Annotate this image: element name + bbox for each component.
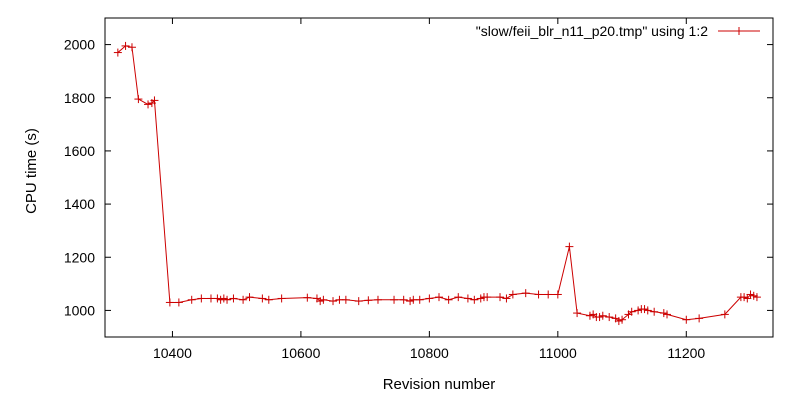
data-point	[640, 305, 649, 314]
data-point	[373, 295, 382, 304]
y-tick-label: 1800	[64, 90, 95, 106]
data-point	[752, 293, 761, 302]
data-point	[746, 290, 755, 299]
data-point	[197, 294, 206, 303]
data-point	[598, 311, 607, 320]
legend-entry-label: "slow/feii_blr_n11_p20.tmp" using 1:2	[476, 23, 708, 39]
data-point	[508, 290, 517, 299]
data-point	[127, 43, 136, 52]
data-point	[595, 313, 604, 322]
x-tick-label: 10600	[281, 345, 320, 361]
data-point	[585, 311, 594, 320]
data-point	[695, 314, 704, 323]
data-point	[390, 295, 399, 304]
data-point	[743, 294, 752, 303]
data-point	[470, 295, 479, 304]
y-axis-ticks: 1000 1200 1400 1600 1800 2000	[64, 37, 773, 318]
plot-frame	[104, 17, 774, 338]
data-point	[174, 298, 183, 307]
data-point	[329, 297, 338, 306]
data-point	[496, 293, 505, 302]
data-point	[187, 295, 196, 304]
data-point	[740, 293, 749, 302]
data-point	[618, 315, 627, 324]
data-point	[319, 295, 328, 304]
data-point	[565, 242, 574, 251]
data-point	[663, 310, 672, 319]
data-point	[150, 96, 159, 105]
data-point	[463, 294, 472, 303]
x-axis-ticks: 10400 10600 10800 11000 11200	[153, 18, 705, 361]
data-point	[749, 291, 758, 300]
data-point	[303, 293, 312, 302]
x-tick-label: 11000	[539, 345, 577, 361]
data-point	[720, 310, 729, 319]
data-point	[634, 306, 643, 315]
series-line	[117, 45, 758, 322]
y-tick-label: 1600	[64, 143, 95, 159]
data-point	[219, 294, 228, 303]
data-point	[229, 294, 238, 303]
data-point	[316, 297, 325, 306]
data-point	[144, 100, 153, 109]
data-point	[245, 293, 254, 302]
y-tick-label: 2000	[64, 37, 95, 53]
data-point	[682, 315, 691, 324]
series-layer	[113, 41, 761, 326]
data-point	[399, 295, 408, 304]
data-point	[534, 290, 543, 299]
data-point	[364, 296, 373, 305]
data-point	[650, 307, 659, 316]
y-tick-label: 1200	[64, 249, 95, 265]
data-point	[165, 298, 174, 307]
data-point	[553, 290, 562, 299]
x-tick-label: 10800	[410, 345, 449, 361]
data-point	[134, 95, 143, 104]
y-tick-label: 1400	[64, 196, 95, 212]
data-point	[605, 313, 614, 322]
data-point	[415, 295, 424, 304]
data-point	[444, 295, 453, 304]
data-point	[627, 307, 636, 316]
data-point	[341, 295, 350, 304]
data-point	[614, 317, 623, 326]
data-point	[521, 289, 530, 298]
legend: "slow/feii_blr_n11_p20.tmp" using 1:2	[476, 23, 760, 39]
y-axis-label: CPU time (s)	[23, 128, 40, 214]
data-point	[223, 295, 232, 304]
x-axis-label: Revision number	[383, 376, 496, 393]
data-point	[643, 306, 652, 315]
data-point	[659, 309, 668, 318]
data-point	[354, 297, 363, 306]
data-point	[454, 293, 463, 302]
data-point	[476, 294, 485, 303]
x-tick-label: 11200	[667, 345, 705, 361]
plot-border	[104, 17, 774, 338]
y-tick-label: 1000	[64, 302, 95, 318]
x-tick-label: 10400	[153, 345, 192, 361]
data-point	[258, 294, 267, 303]
data-point	[425, 294, 434, 303]
legend-marker	[735, 27, 743, 35]
data-point	[502, 294, 511, 303]
data-point	[435, 293, 443, 302]
data-point	[573, 309, 582, 318]
data-point	[264, 295, 273, 304]
data-point	[544, 290, 553, 299]
data-point	[113, 48, 122, 57]
data-point	[483, 293, 492, 302]
data-point	[277, 294, 286, 303]
data-point	[239, 295, 248, 304]
data-point	[406, 297, 415, 306]
data-point	[121, 41, 130, 50]
